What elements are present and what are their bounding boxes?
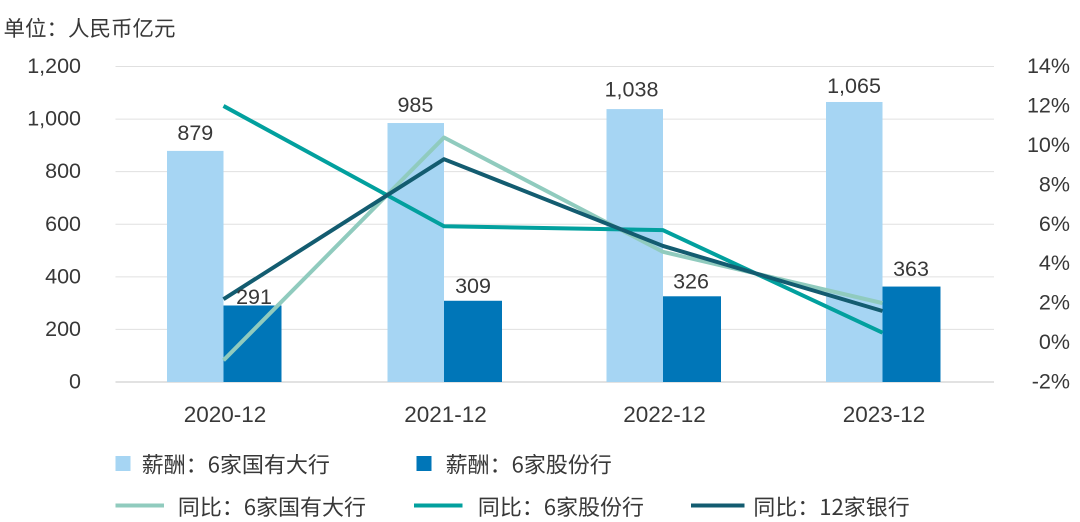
svg-text:2020-12: 2020-12 <box>184 402 267 427</box>
svg-text:326: 326 <box>673 270 709 294</box>
svg-text:10%: 10% <box>1027 133 1070 157</box>
svg-text:2021-12: 2021-12 <box>404 402 487 427</box>
svg-text:4%: 4% <box>1039 251 1070 275</box>
svg-text:0: 0 <box>69 370 81 394</box>
svg-text:8%: 8% <box>1039 172 1070 196</box>
svg-text:600: 600 <box>45 212 81 236</box>
svg-text:12%: 12% <box>1027 93 1070 117</box>
svg-text:2022-12: 2022-12 <box>623 402 706 427</box>
svg-text:309: 309 <box>455 274 491 298</box>
svg-text:1,000: 1,000 <box>27 107 81 131</box>
svg-text:14%: 14% <box>1027 54 1070 78</box>
svg-text:2%: 2% <box>1039 291 1070 315</box>
svg-text:-2%: -2% <box>1032 370 1070 394</box>
svg-text:0%: 0% <box>1039 330 1070 354</box>
svg-text:2023-12: 2023-12 <box>843 402 926 427</box>
svg-text:291: 291 <box>236 285 272 309</box>
svg-text:1,200: 1,200 <box>27 54 81 78</box>
svg-text:879: 879 <box>177 121 213 145</box>
svg-text:800: 800 <box>45 159 81 183</box>
svg-text:1,038: 1,038 <box>605 78 659 102</box>
svg-text:200: 200 <box>45 317 81 341</box>
svg-text:400: 400 <box>45 264 81 288</box>
svg-text:1,065: 1,065 <box>827 74 881 98</box>
svg-text:363: 363 <box>893 257 929 281</box>
svg-text:6%: 6% <box>1039 212 1070 236</box>
svg-text:985: 985 <box>397 93 433 117</box>
